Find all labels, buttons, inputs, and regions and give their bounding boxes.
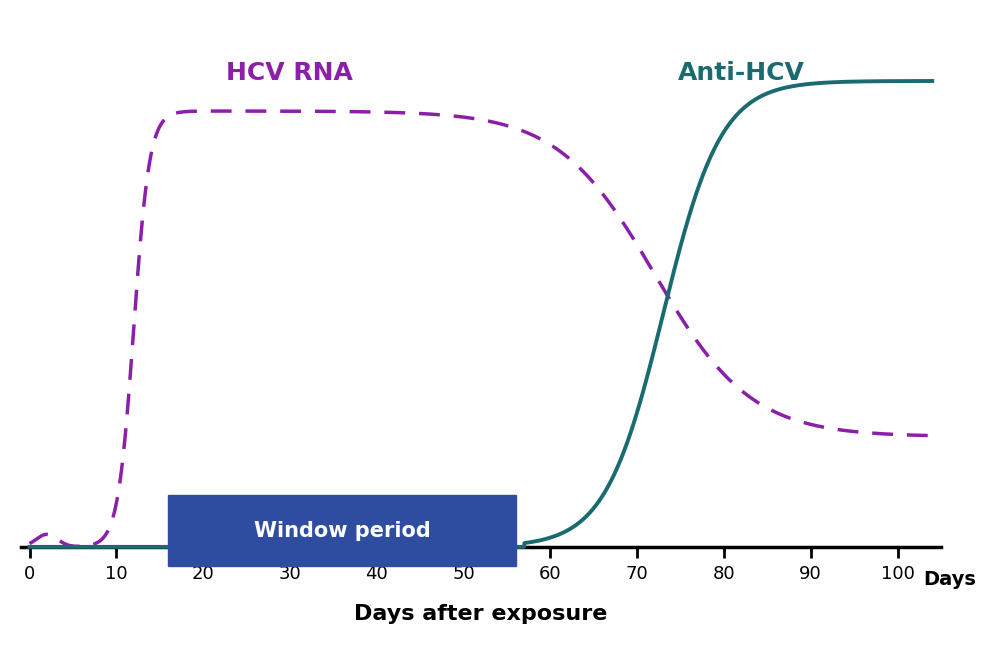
X-axis label: Days after exposure: Days after exposure <box>354 604 608 624</box>
Text: Anti-HCV: Anti-HCV <box>678 61 805 85</box>
Text: HCV RNA: HCV RNA <box>226 61 353 85</box>
Text: Window period: Window period <box>254 521 430 541</box>
Text: Days: Days <box>924 570 976 589</box>
FancyBboxPatch shape <box>168 495 516 566</box>
